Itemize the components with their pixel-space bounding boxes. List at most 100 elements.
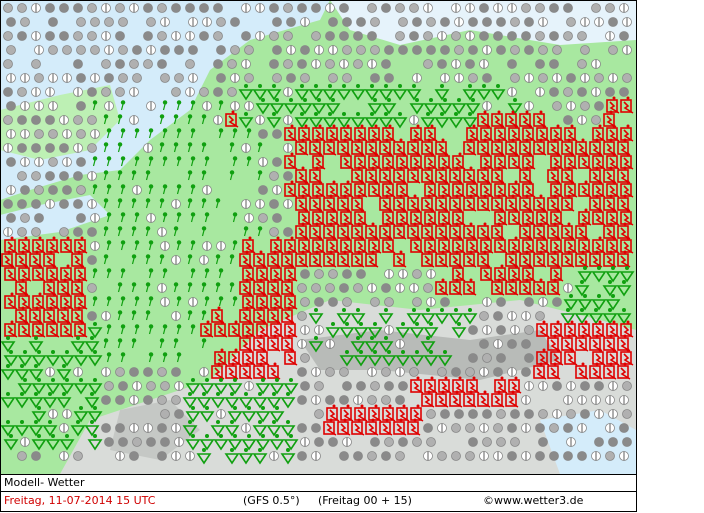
storm-dot xyxy=(626,180,630,184)
storm-dot xyxy=(301,222,305,226)
storm-bolt xyxy=(77,297,88,310)
shower-symbol xyxy=(224,392,240,409)
drizzle-symbol xyxy=(201,310,207,321)
cloud-symbol xyxy=(45,31,55,41)
cloud-symbol xyxy=(426,45,436,55)
thunderstorm-symbol xyxy=(351,418,365,436)
storm-dot xyxy=(623,194,627,198)
shower-dot xyxy=(314,84,318,88)
cloud-symbol xyxy=(230,45,240,55)
shower-dot xyxy=(188,420,192,424)
shower-dot xyxy=(426,308,430,312)
shower-triangle xyxy=(577,271,593,283)
shower-dot xyxy=(594,308,598,312)
storm-dot xyxy=(21,278,25,282)
shower-dot xyxy=(370,336,374,340)
shower-triangle xyxy=(336,117,352,129)
storm-box xyxy=(267,337,279,351)
storm-bolt xyxy=(245,325,256,338)
cloud-symbol xyxy=(227,87,237,97)
storm-dot xyxy=(455,166,459,170)
drizzle-symbol xyxy=(257,142,263,153)
cloud-symbol xyxy=(143,31,153,41)
thunderstorm-symbol xyxy=(284,180,298,198)
shower-triangle xyxy=(409,327,425,339)
shower-symbol xyxy=(364,112,380,129)
storm-box xyxy=(491,225,503,239)
shower-symbol xyxy=(42,392,58,409)
storm-box xyxy=(267,253,279,267)
storm-bolt xyxy=(396,143,407,156)
storm-dot xyxy=(10,292,14,296)
storm-dot xyxy=(371,250,375,254)
storm-bolt xyxy=(609,157,620,170)
cloud-symbol xyxy=(479,3,489,13)
storm-dot xyxy=(584,236,588,240)
storm-dot xyxy=(511,278,515,282)
shower-dot xyxy=(230,448,234,452)
cloud-symbol xyxy=(230,17,240,27)
storm-bolt xyxy=(427,185,438,198)
drizzle-symbol xyxy=(232,156,238,167)
storm-box xyxy=(603,169,615,183)
storm-dot xyxy=(598,180,602,184)
storm-bolt xyxy=(273,269,284,282)
cloud-symbol xyxy=(563,451,573,461)
thunderstorm-symbol xyxy=(617,222,631,240)
shower-triangle xyxy=(364,341,380,353)
drizzle-symbol xyxy=(106,352,112,363)
cloud-symbol xyxy=(563,423,573,433)
shower-symbol xyxy=(14,392,30,409)
weather-symbols xyxy=(0,3,635,465)
cloud-symbol xyxy=(409,31,419,41)
shower-symbol xyxy=(574,308,590,325)
cloud-symbol xyxy=(87,87,97,97)
shower-dot xyxy=(401,350,405,354)
storm-bolt xyxy=(497,269,508,282)
cloud-symbol xyxy=(577,59,587,69)
shower-symbol xyxy=(322,84,338,101)
storm-dot xyxy=(357,250,361,254)
storm-dot xyxy=(472,376,476,380)
storm-dot xyxy=(329,138,333,142)
storm-bolt xyxy=(606,115,617,128)
storm-bolt xyxy=(522,199,533,212)
storm-box xyxy=(547,253,559,267)
storm-bolt xyxy=(343,157,354,170)
cloud-symbol xyxy=(384,297,394,307)
storm-dot xyxy=(332,404,336,408)
cloud-symbol xyxy=(34,185,44,195)
storm-dot xyxy=(416,376,420,380)
drizzle-symbol xyxy=(162,128,168,139)
shower-triangle xyxy=(255,411,271,423)
storm-box xyxy=(211,309,223,323)
cloud-symbol xyxy=(48,157,58,167)
cloud-symbol xyxy=(325,283,335,293)
storm-box xyxy=(435,393,447,407)
cloud-symbol xyxy=(314,437,324,447)
storm-bolt xyxy=(606,143,617,156)
cloud-symbol xyxy=(566,17,576,27)
shower-dot xyxy=(51,350,55,354)
storm-box xyxy=(365,225,377,239)
storm-box xyxy=(46,323,58,337)
cloud-symbol xyxy=(395,395,405,405)
storm-dot xyxy=(553,250,557,254)
storm-dot xyxy=(66,236,70,240)
storm-box xyxy=(561,225,573,239)
storm-dot xyxy=(273,306,277,310)
shower-symbol xyxy=(56,392,72,409)
cloud-symbol xyxy=(339,31,349,41)
storm-box xyxy=(281,281,293,295)
storm-dot xyxy=(567,222,571,226)
storm-bolt xyxy=(452,283,463,296)
thunderstorm-symbol xyxy=(561,222,575,240)
thunderstorm-symbol xyxy=(382,236,396,254)
cloud-symbol xyxy=(48,45,58,55)
cloud-symbol xyxy=(440,409,450,419)
cloud-symbol xyxy=(300,269,310,279)
thunderstorm-symbol xyxy=(368,180,382,198)
thunderstorm-symbol xyxy=(15,306,29,324)
storm-dot xyxy=(469,250,473,254)
cloud-symbol xyxy=(59,143,69,153)
